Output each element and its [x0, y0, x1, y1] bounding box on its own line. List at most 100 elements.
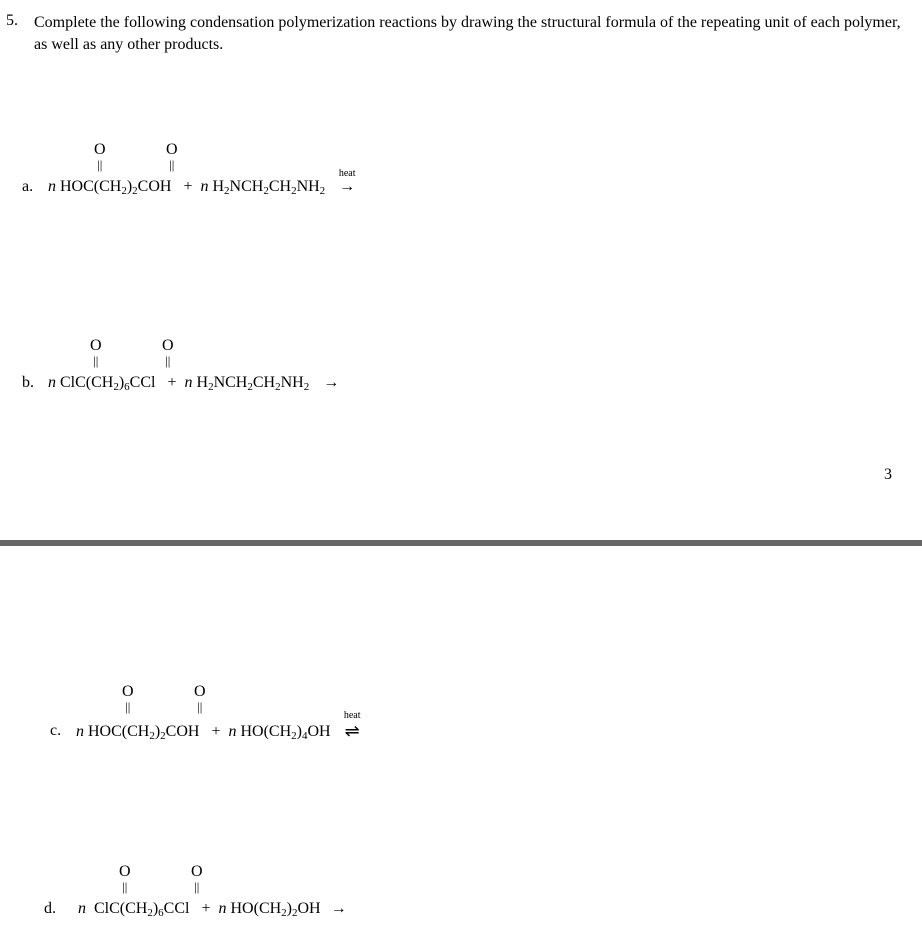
- subscript: 2: [121, 185, 127, 197]
- formula-text: CCl: [130, 374, 156, 392]
- reaction-a: n HOC(CH 2 ) 2 COH + n H 2 NCH 2 CH 2 NH…: [48, 178, 361, 196]
- question-number: 5.: [6, 12, 34, 55]
- formula-text: CH: [269, 178, 291, 196]
- double-bond: ||: [162, 354, 174, 367]
- arrow-icon: →: [331, 900, 347, 918]
- o-atom: O: [122, 684, 134, 700]
- subscript: 2: [291, 185, 297, 197]
- o-atom: O: [90, 338, 102, 354]
- subscript: 2: [113, 381, 119, 393]
- formula-text: CCl: [164, 900, 190, 918]
- carbonyl-oxygen-c2: O ||: [194, 684, 206, 713]
- part-b: O || O || b. n ClC(CH 2 ) 6 CCl + n H 2 …: [22, 374, 345, 392]
- heat-label: heat: [339, 168, 356, 179]
- coeff-n: n: [48, 178, 56, 196]
- formula-text: HOC(CH: [60, 178, 121, 196]
- subscript: 2: [263, 185, 269, 197]
- subscript: 2: [147, 907, 153, 919]
- carbonyl-oxygen-b2: O ||: [162, 338, 174, 367]
- coeff-n: n: [219, 900, 227, 918]
- question-text: Complete the following condensation poly…: [34, 12, 902, 55]
- subscript: 6: [158, 907, 164, 919]
- formula-text: OH: [307, 723, 330, 741]
- double-bond: ||: [194, 700, 206, 713]
- part-a: O || O || a. n HOC(CH 2 ) 2 COH + n H 2 …: [22, 178, 361, 196]
- part-label-b: b.: [22, 374, 48, 392]
- subscript: 2: [304, 381, 310, 393]
- coeff-n: n: [76, 723, 84, 741]
- formula-text: ClC(CH: [60, 374, 113, 392]
- formula-text: COH: [166, 723, 200, 741]
- part-label-d: d.: [44, 900, 70, 918]
- formula-text: H: [197, 374, 209, 392]
- subscript: 2: [281, 907, 287, 919]
- double-bond: ||: [90, 354, 102, 367]
- double-bond: ||: [94, 158, 106, 171]
- subscript: 2: [291, 730, 297, 742]
- coeff-n: n: [228, 723, 236, 741]
- o-atom: O: [194, 684, 206, 700]
- plus-sign: +: [201, 900, 210, 918]
- subscript: 2: [275, 381, 281, 393]
- subscript: 2: [224, 185, 230, 197]
- coeff-n: n: [48, 374, 56, 392]
- coeff-n: n: [200, 178, 208, 196]
- subscript: 2: [320, 185, 326, 197]
- formula-text: NH: [281, 374, 304, 392]
- o-atom: O: [162, 338, 174, 354]
- plus-sign: +: [167, 374, 176, 392]
- arrow-wrap: heat →: [333, 178, 361, 196]
- part-label-c: c.: [50, 722, 76, 740]
- subscript: 2: [149, 730, 155, 742]
- o-atom: O: [119, 864, 131, 880]
- question-header: 5. Complete the following condensation p…: [0, 0, 922, 55]
- part-label-a: a.: [22, 178, 48, 196]
- carbonyl-oxygen-d1: O ||: [119, 864, 131, 893]
- formula-text: NCH: [214, 374, 248, 392]
- formula-text: NCH: [230, 178, 264, 196]
- arrow-wrap: heat ⇌: [339, 720, 366, 741]
- heat-label: heat: [344, 710, 361, 721]
- formula-text: ClC(CH: [94, 900, 147, 918]
- plus-sign: +: [211, 723, 220, 741]
- reaction-c: n HOC(CH 2 ) 2 COH + n HO(CH 2 ) 4 OH he…: [76, 720, 366, 741]
- double-bond: ||: [122, 700, 134, 713]
- arrow-icon: →: [323, 374, 339, 392]
- double-bond: ||: [166, 158, 178, 171]
- subscript: 2: [132, 185, 138, 197]
- double-bond: ||: [119, 880, 131, 893]
- formula-text: HO(CH: [240, 723, 291, 741]
- formula-text: CH: [253, 374, 275, 392]
- page-divider: [0, 540, 922, 546]
- carbonyl-oxygen-d2: O ||: [191, 864, 203, 893]
- coeff-n: n: [78, 900, 86, 918]
- arrow-icon: →: [339, 178, 355, 195]
- coeff-n: n: [185, 374, 193, 392]
- subscript: 2: [208, 381, 214, 393]
- reaction-d: n ClC(CH 2 ) 6 CCl + n HO(CH 2 ) 2 OH →: [78, 900, 353, 918]
- subscript: 6: [124, 381, 130, 393]
- carbonyl-oxygen-a1: O ||: [94, 142, 106, 171]
- part-d: O || O || d. n ClC(CH 2 ) 6 CCl + n HO(C…: [44, 900, 353, 918]
- page-number: 3: [884, 466, 892, 484]
- formula-text: NH: [297, 178, 320, 196]
- formula-text: COH: [138, 178, 172, 196]
- subscript: 4: [302, 730, 308, 742]
- carbonyl-oxygen-a2: O ||: [166, 142, 178, 171]
- subscript: 2: [160, 730, 166, 742]
- reaction-b: n ClC(CH 2 ) 6 CCl + n H 2 NCH 2 CH 2 NH…: [48, 374, 345, 392]
- o-atom: O: [191, 864, 203, 880]
- formula-text: OH: [298, 900, 321, 918]
- o-atom: O: [94, 142, 106, 158]
- plus-sign: +: [183, 178, 192, 196]
- equilibrium-arrow-icon: ⇌: [345, 721, 360, 741]
- o-atom: O: [166, 142, 178, 158]
- subscript: 2: [247, 381, 253, 393]
- subscript: 2: [292, 907, 298, 919]
- formula-text: H: [212, 178, 224, 196]
- formula-text: HO(CH: [231, 900, 282, 918]
- double-bond: ||: [191, 880, 203, 893]
- carbonyl-oxygen-b1: O ||: [90, 338, 102, 367]
- carbonyl-oxygen-c1: O ||: [122, 684, 134, 713]
- formula-text: HOC(CH: [88, 723, 149, 741]
